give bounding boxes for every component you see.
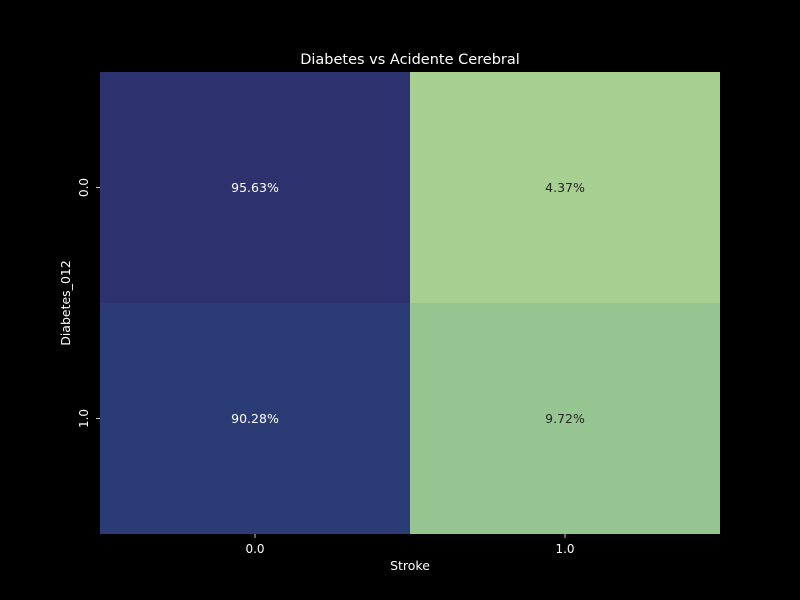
cell-value-label-0-1: 4.37% [545,180,585,195]
y-axis-ticks: 0.0 1.0 [77,178,100,428]
y-axis-label: Diabetes_012 [58,260,73,346]
y-tick-label-0: 0.0 [77,178,91,197]
cell-value-label-1-0: 90.28% [231,411,279,426]
x-tick-label-1: 1.0 [555,542,574,556]
heatmap-cell-0-0 [100,72,410,303]
x-tick-label-0: 0.0 [245,542,264,556]
x-axis-label: Stroke [390,558,430,573]
cell-value-label-1-1: 9.72% [545,411,585,426]
y-tick-label-1: 1.0 [77,409,91,428]
heatmap-cells: 95.63% 4.37% 90.28% 9.72% [100,72,720,534]
heatmap-cell-0-1 [410,72,720,303]
heatmap-cell-1-0 [100,303,410,534]
heatmap-cell-1-1 [410,303,720,534]
x-axis-ticks: 0.0 1.0 [245,534,575,556]
chart-title: Diabetes vs Acidente Cerebral [300,52,520,68]
cell-value-label-0-0: 95.63% [231,180,279,195]
